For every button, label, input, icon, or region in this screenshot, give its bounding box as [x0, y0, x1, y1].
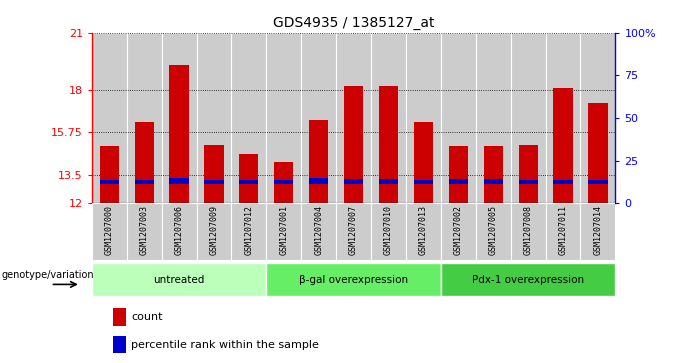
Text: GSM1207007: GSM1207007 — [349, 205, 358, 255]
Text: GSM1207011: GSM1207011 — [558, 205, 568, 255]
Bar — [441, 33, 476, 203]
Bar — [406, 203, 441, 260]
Text: GSM1207002: GSM1207002 — [454, 205, 463, 255]
Bar — [301, 33, 336, 203]
Text: GSM1207013: GSM1207013 — [419, 205, 428, 255]
Bar — [336, 203, 371, 260]
Bar — [483, 146, 503, 203]
Bar — [239, 180, 258, 184]
Text: GSM1207014: GSM1207014 — [594, 205, 602, 255]
Bar — [267, 33, 301, 203]
Text: genotype/variation: genotype/variation — [2, 270, 95, 280]
Bar — [379, 179, 398, 184]
Text: percentile rank within the sample: percentile rank within the sample — [131, 339, 319, 350]
Text: GSM1207006: GSM1207006 — [175, 205, 184, 255]
Bar — [441, 203, 476, 260]
Bar — [92, 203, 126, 260]
Bar — [135, 180, 154, 184]
Bar — [135, 122, 154, 203]
Bar — [113, 308, 126, 326]
Text: GSM1207010: GSM1207010 — [384, 205, 393, 255]
Bar — [267, 203, 301, 260]
Bar — [441, 263, 615, 296]
Bar — [126, 203, 162, 260]
Bar — [406, 33, 441, 203]
Bar — [371, 33, 406, 203]
Text: GSM1207003: GSM1207003 — [139, 205, 149, 255]
Bar — [309, 120, 328, 203]
Bar — [267, 263, 441, 296]
Bar — [519, 180, 538, 184]
Bar — [113, 336, 126, 354]
Bar — [100, 180, 119, 184]
Text: β-gal overexpression: β-gal overexpression — [299, 274, 408, 285]
Bar — [414, 122, 433, 203]
Bar — [414, 180, 433, 184]
Bar — [126, 33, 162, 203]
Bar — [588, 103, 607, 203]
Text: untreated: untreated — [154, 274, 205, 285]
Bar — [162, 33, 197, 203]
Text: GSM1207001: GSM1207001 — [279, 205, 288, 255]
Bar — [336, 33, 371, 203]
Bar — [476, 33, 511, 203]
Bar — [92, 263, 267, 296]
Bar — [169, 178, 188, 184]
Text: GSM1207008: GSM1207008 — [524, 205, 532, 255]
Bar — [449, 146, 468, 203]
Bar — [511, 33, 545, 203]
Bar — [581, 33, 615, 203]
Bar — [344, 86, 363, 203]
Text: GSM1207009: GSM1207009 — [209, 205, 218, 255]
Text: Pdx-1 overexpression: Pdx-1 overexpression — [472, 274, 584, 285]
Bar — [100, 146, 119, 203]
Bar — [344, 179, 363, 184]
Bar — [197, 203, 231, 260]
Bar — [545, 33, 581, 203]
Bar — [449, 179, 468, 184]
Bar — [92, 33, 126, 203]
Bar — [197, 33, 231, 203]
Bar — [519, 144, 538, 203]
Bar — [588, 180, 607, 184]
Bar — [581, 203, 615, 260]
Bar — [239, 154, 258, 203]
Bar — [554, 180, 573, 184]
Bar — [301, 203, 336, 260]
Bar — [169, 65, 188, 203]
Bar — [379, 86, 398, 203]
Bar — [483, 179, 503, 184]
Text: count: count — [131, 312, 163, 322]
Bar — [476, 203, 511, 260]
Bar — [231, 203, 267, 260]
Text: GSM1207004: GSM1207004 — [314, 205, 323, 255]
Bar — [545, 203, 581, 260]
Text: GSM1207012: GSM1207012 — [244, 205, 254, 255]
Bar — [309, 178, 328, 184]
Text: GSM1207005: GSM1207005 — [489, 205, 498, 255]
Text: GSM1207000: GSM1207000 — [105, 205, 114, 255]
Bar — [371, 203, 406, 260]
Bar — [274, 180, 293, 184]
Bar — [205, 144, 224, 203]
Bar — [554, 87, 573, 203]
Title: GDS4935 / 1385127_at: GDS4935 / 1385127_at — [273, 16, 435, 30]
Bar — [162, 203, 197, 260]
Bar — [274, 162, 293, 203]
Bar — [205, 180, 224, 184]
Bar — [231, 33, 267, 203]
Bar — [511, 203, 545, 260]
